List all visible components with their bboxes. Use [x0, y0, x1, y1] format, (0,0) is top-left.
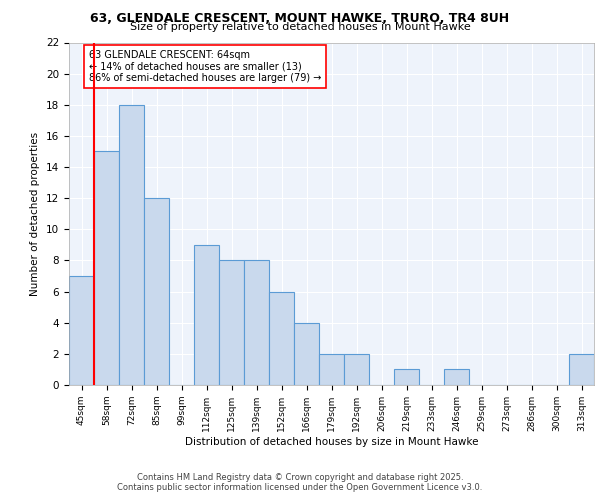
Bar	[244, 260, 269, 385]
Bar	[94, 152, 119, 385]
Text: Size of property relative to detached houses in Mount Hawke: Size of property relative to detached ho…	[130, 22, 470, 32]
Bar	[444, 370, 469, 385]
Bar	[294, 322, 319, 385]
Text: 63 GLENDALE CRESCENT: 64sqm
← 14% of detached houses are smaller (13)
86% of sem: 63 GLENDALE CRESCENT: 64sqm ← 14% of det…	[89, 50, 322, 84]
Bar	[119, 105, 144, 385]
Bar	[344, 354, 369, 385]
Bar	[194, 245, 219, 385]
Text: 63, GLENDALE CRESCENT, MOUNT HAWKE, TRURO, TR4 8UH: 63, GLENDALE CRESCENT, MOUNT HAWKE, TRUR…	[91, 12, 509, 26]
Bar	[144, 198, 169, 385]
Bar	[394, 370, 419, 385]
Y-axis label: Number of detached properties: Number of detached properties	[31, 132, 40, 296]
Bar	[269, 292, 294, 385]
Bar	[69, 276, 94, 385]
Bar	[219, 260, 244, 385]
Bar	[569, 354, 594, 385]
X-axis label: Distribution of detached houses by size in Mount Hawke: Distribution of detached houses by size …	[185, 436, 478, 446]
Bar	[319, 354, 344, 385]
Text: Contains HM Land Registry data © Crown copyright and database right 2025.
Contai: Contains HM Land Registry data © Crown c…	[118, 473, 482, 492]
